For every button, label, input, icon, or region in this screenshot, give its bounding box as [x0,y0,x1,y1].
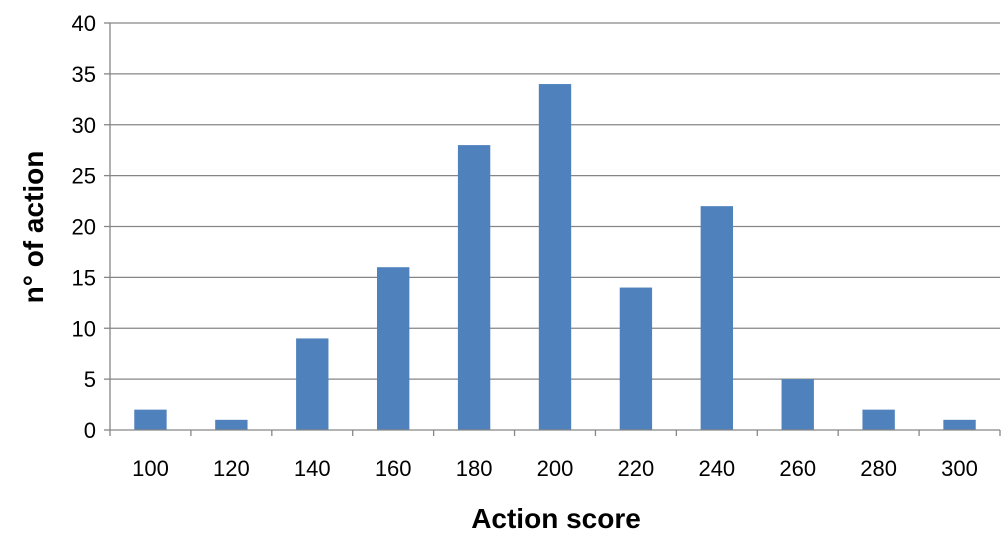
y-tick-label: 0 [84,418,96,443]
x-tick-label: 140 [294,456,331,481]
y-tick-label: 40 [72,11,96,36]
x-tick-label: 280 [860,456,897,481]
y-tick-label: 25 [72,164,96,189]
bar [619,287,653,430]
x-tick-label: 200 [537,456,574,481]
x-axis-title: Action score [471,503,641,533]
bar [538,84,572,431]
y-tick-label: 15 [72,265,96,290]
bar [296,338,329,430]
bar [862,409,895,430]
y-tick-label: 35 [72,62,96,87]
axes [104,22,1001,436]
y-axis-title: n° of action [18,151,49,304]
bar [134,409,167,430]
x-tick-label: 180 [456,456,493,481]
x-tick-label: 300 [941,456,978,481]
tick-labels: 0 5 10 15 20 25 30 35 40 100 120 140 160 180 200 220 240… [72,11,978,481]
bar [457,145,491,430]
bar [215,419,248,430]
y-tick-label: 20 [72,215,96,240]
bar [377,267,410,430]
bar [781,379,814,430]
x-tick-label: 100 [132,456,169,481]
y-tick-label: 30 [72,113,96,138]
x-tick-label: 120 [213,456,250,481]
x-tick-label: 160 [375,456,412,481]
bar [943,419,976,430]
y-tick-label: 5 [84,367,96,392]
y-tick-label: 10 [72,316,96,341]
x-tick-label: 260 [779,456,816,481]
bars [134,84,976,431]
x-tick-label: 220 [618,456,655,481]
x-tick-label: 240 [698,456,735,481]
bar [700,206,733,430]
